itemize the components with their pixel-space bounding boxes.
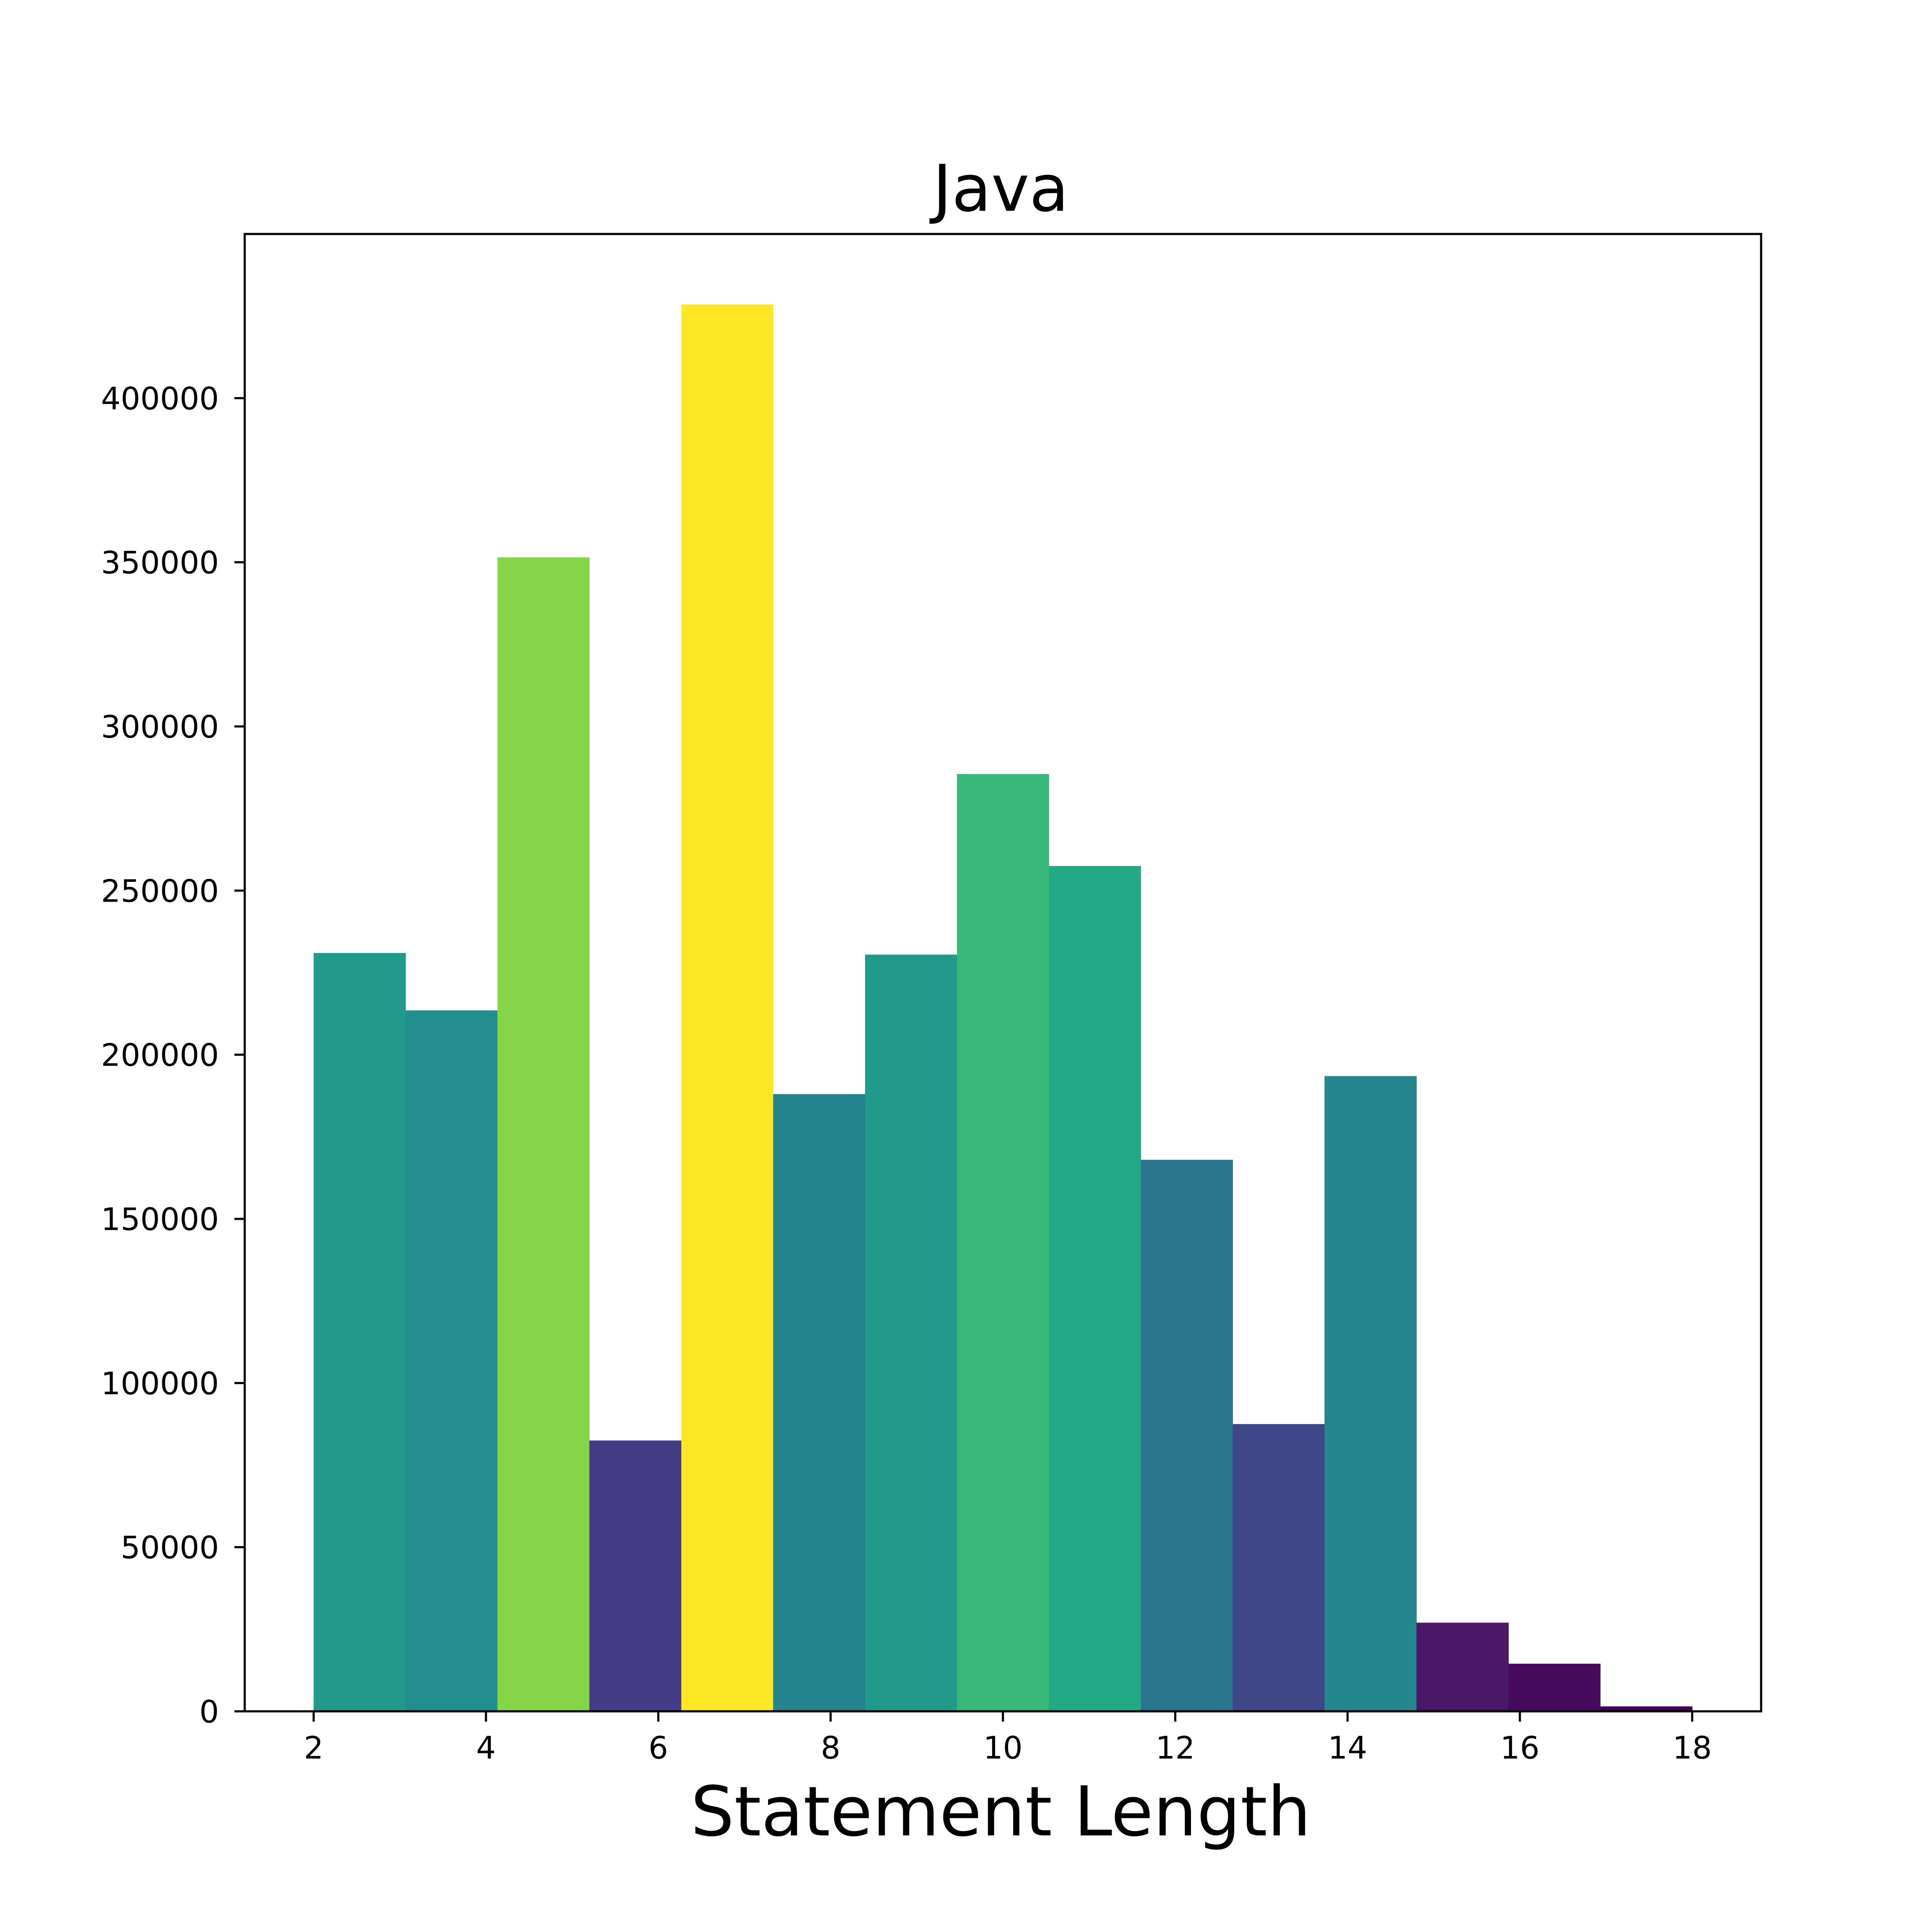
histogram-bar-9	[1049, 866, 1141, 1711]
x-axis: 2 4 6 8 10 12 14 16 18	[304, 1711, 1712, 1766]
x-tick-label: 14	[1328, 1730, 1367, 1766]
y-tick-label: 200000	[101, 1037, 219, 1073]
histogram-bar-6	[773, 1094, 866, 1711]
x-tick-label: 2	[304, 1730, 324, 1766]
histogram-bar-8	[957, 774, 1049, 1712]
histogram-bar-1	[313, 953, 406, 1711]
histogram-bar-14	[1508, 1664, 1601, 1711]
y-axis: 0 50000 100000 150000 200000 250000 300000 3500…	[101, 380, 245, 1730]
y-tick-label: 350000	[101, 545, 219, 581]
x-tick-label: 6	[648, 1730, 668, 1766]
bars-group	[313, 304, 1692, 1712]
chart-title: Java	[930, 152, 1069, 226]
plot-frame	[243, 233, 1762, 1713]
y-tick-label: 100000	[101, 1365, 219, 1401]
x-tick-label: 8	[821, 1730, 841, 1766]
y-tick-label: 250000	[101, 873, 219, 909]
histogram-bar-2	[405, 1010, 498, 1711]
x-tick-label: 10	[983, 1730, 1023, 1766]
y-tick-label: 300000	[101, 709, 219, 745]
x-tick-label: 12	[1156, 1730, 1195, 1766]
histogram-bar-12	[1324, 1076, 1417, 1711]
histogram-bar-15	[1600, 1706, 1692, 1711]
histogram-bar-5	[681, 304, 774, 1712]
histogram-bar-13	[1416, 1622, 1509, 1711]
x-tick-label: 16	[1500, 1730, 1540, 1766]
y-tick-label: 0	[199, 1694, 219, 1730]
x-tick-label: 4	[476, 1730, 496, 1766]
y-tick-label: 150000	[101, 1201, 219, 1237]
histogram-bar-10	[1141, 1160, 1233, 1711]
y-tick-label: 400000	[101, 380, 219, 416]
histogram-bar-11	[1233, 1424, 1325, 1711]
x-tick-label: 18	[1673, 1730, 1712, 1766]
histogram-bar-7	[865, 954, 957, 1711]
x-axis-label: Statement Length	[691, 1771, 1311, 1852]
histogram-bar-4	[589, 1440, 682, 1711]
histogram-bar-3	[497, 557, 590, 1711]
y-tick-label: 50000	[121, 1530, 219, 1566]
